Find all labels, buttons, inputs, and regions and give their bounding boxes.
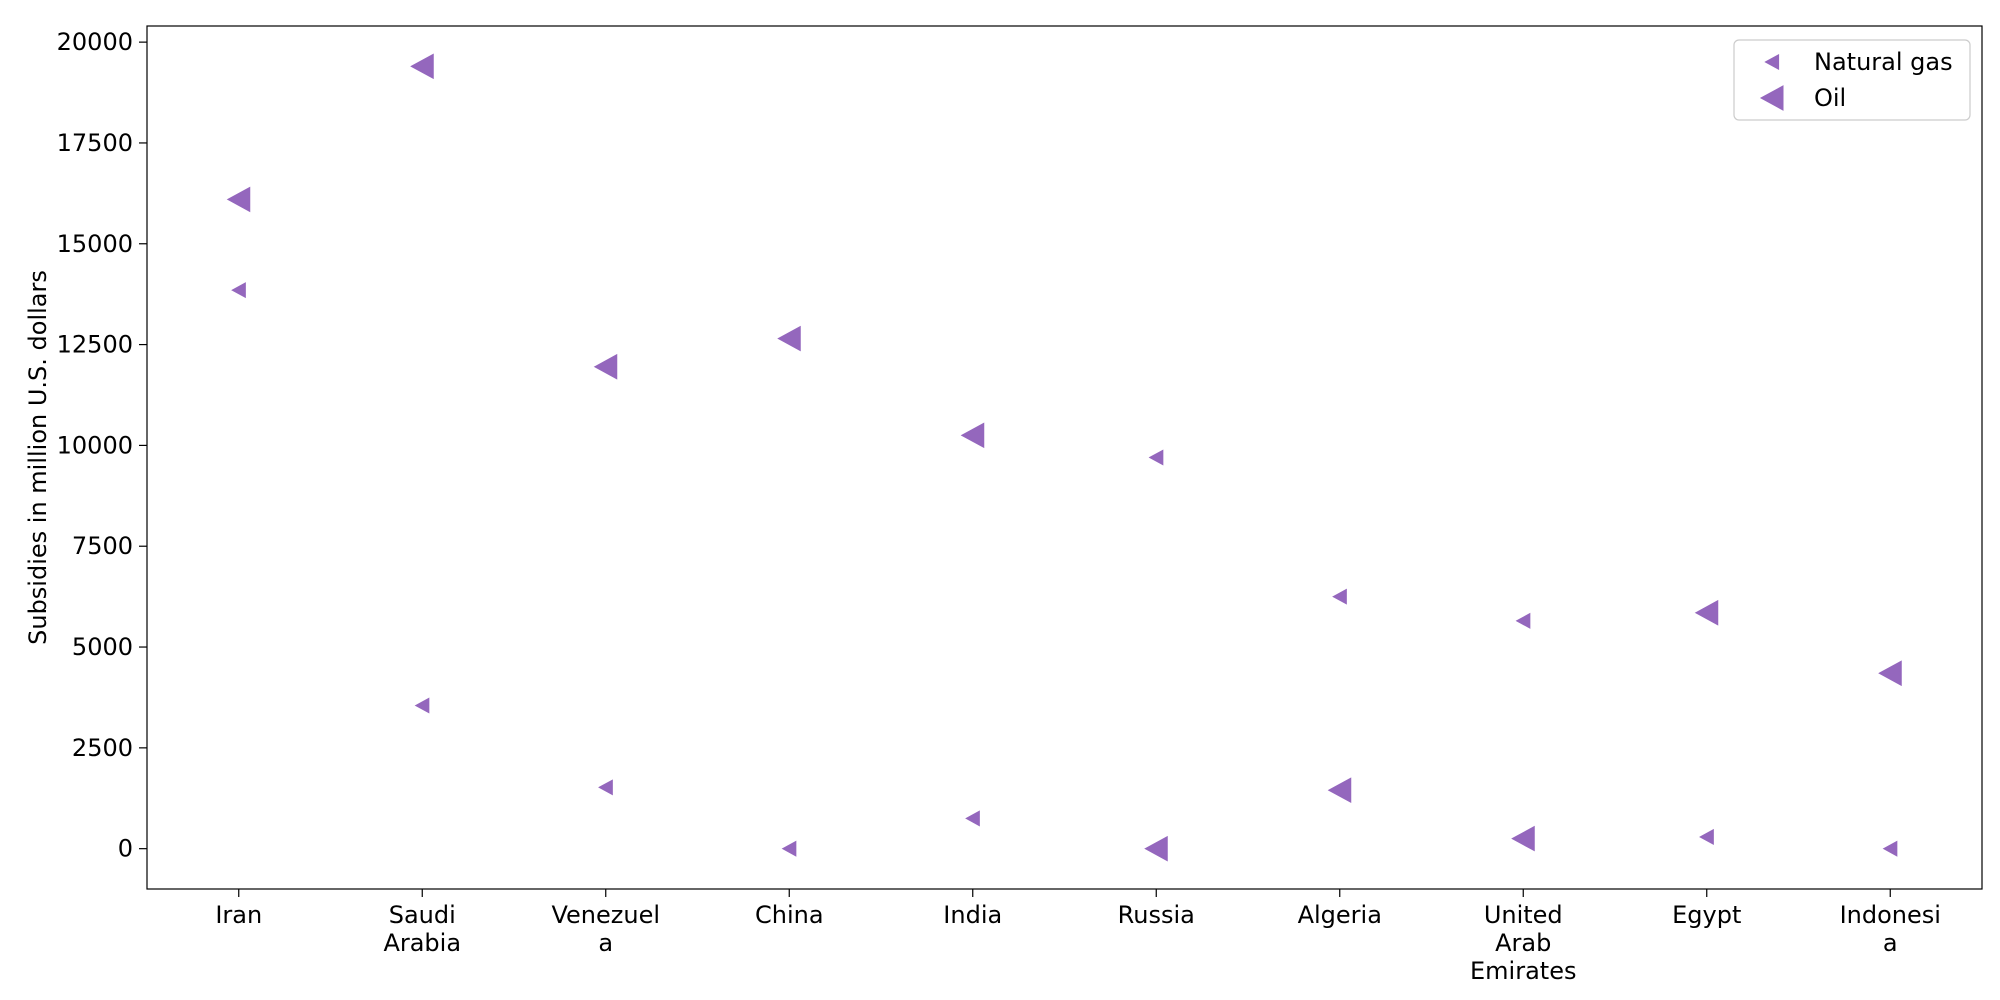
x-tick-label: India — [943, 901, 1002, 929]
natural-gas-point — [781, 840, 797, 857]
oil-point — [226, 186, 251, 213]
y-tick-label: 10000 — [57, 431, 133, 459]
natural-gas-point — [1882, 840, 1898, 857]
y-tick-label: 5000 — [72, 633, 133, 661]
x-tick-label: Egypt — [1672, 901, 1741, 929]
x-tick-label: Algeria — [1298, 901, 1382, 929]
legend-marker-oil — [1759, 85, 1784, 111]
natural-gas-point — [1515, 612, 1531, 629]
y-tick-label: 15000 — [57, 230, 133, 258]
y-tick-label: 0 — [118, 835, 133, 863]
oil-point — [777, 325, 801, 352]
oil-point — [593, 353, 618, 380]
legend-label-oil: Oil — [1814, 84, 1846, 112]
oil-point — [410, 53, 434, 80]
x-tick-label: Saudi Arabia — [383, 901, 461, 957]
natural-gas-point — [1699, 828, 1714, 846]
legend-marker-natural-gas — [1764, 53, 1780, 71]
natural-gas-point — [1332, 588, 1347, 605]
x-tick-label: Iran — [215, 901, 262, 929]
y-tick-label: 2500 — [72, 734, 133, 762]
axes-frame — [146, 25, 1983, 890]
oil-point — [1144, 835, 1168, 862]
natural-gas-point — [598, 779, 613, 796]
natural-gas-point — [965, 810, 980, 827]
legend-box — [1733, 39, 1971, 121]
oil-point — [1694, 599, 1719, 626]
x-tick-label: United Arab Emirates — [1470, 901, 1576, 985]
x-tick-label: Indonesi a — [1840, 901, 1941, 957]
oil-point — [1511, 825, 1535, 852]
legend: Natural gas Oil — [1733, 39, 1971, 121]
natural-gas-point — [231, 282, 246, 299]
x-tick-label: China — [755, 901, 824, 929]
x-tick-label: Russia — [1118, 901, 1195, 929]
oil-point — [960, 422, 985, 449]
plot-area: 0 2500 5000 7500 10000 12500 15000 17500 20000 Ir… — [57, 25, 1983, 985]
y-tick-label: 17500 — [57, 129, 133, 157]
oil-point — [1327, 777, 1352, 804]
oil-point — [1878, 660, 1902, 687]
y-tick-label: 20000 — [57, 28, 133, 56]
y-tick-label: 12500 — [57, 331, 133, 359]
legend-label-natural-gas: Natural gas — [1814, 48, 1953, 76]
natural-gas-point — [1148, 449, 1164, 466]
y-axis-title: Subsidies in million U.S. dollars — [24, 270, 52, 645]
natural-gas-point — [414, 697, 430, 714]
x-tick-label: Venezuel a — [551, 901, 660, 957]
y-tick-label: 7500 — [72, 532, 133, 560]
